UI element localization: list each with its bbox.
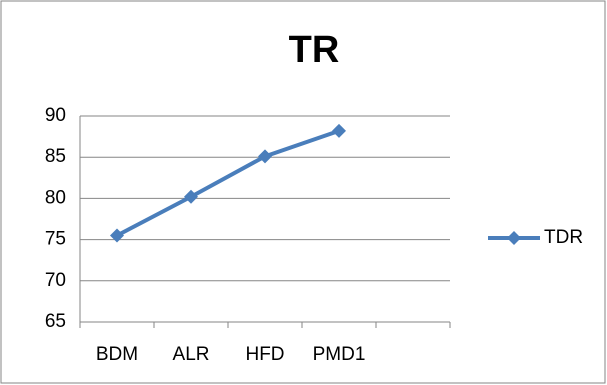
chart-title: TR (289, 29, 340, 71)
y-tick-label: 85 (45, 146, 66, 167)
y-tick-label: 90 (45, 105, 66, 126)
x-tick-label: PMD1 (313, 344, 366, 365)
legend-label: TDR (544, 227, 583, 248)
y-tick-label: 80 (45, 187, 66, 208)
point (332, 123, 346, 138)
y-tick-label: 75 (45, 229, 66, 250)
point (110, 228, 124, 243)
x-tick-label: HFD (245, 344, 284, 365)
series-line (116, 128, 340, 238)
x-tick-label: BDM (96, 344, 138, 365)
point (184, 189, 198, 204)
legend-marker (507, 231, 521, 245)
y-tick-label: 70 (45, 270, 66, 291)
y-tick-label: 65 (45, 311, 66, 332)
x-tick-label: ALR (173, 344, 210, 365)
point (258, 149, 272, 164)
